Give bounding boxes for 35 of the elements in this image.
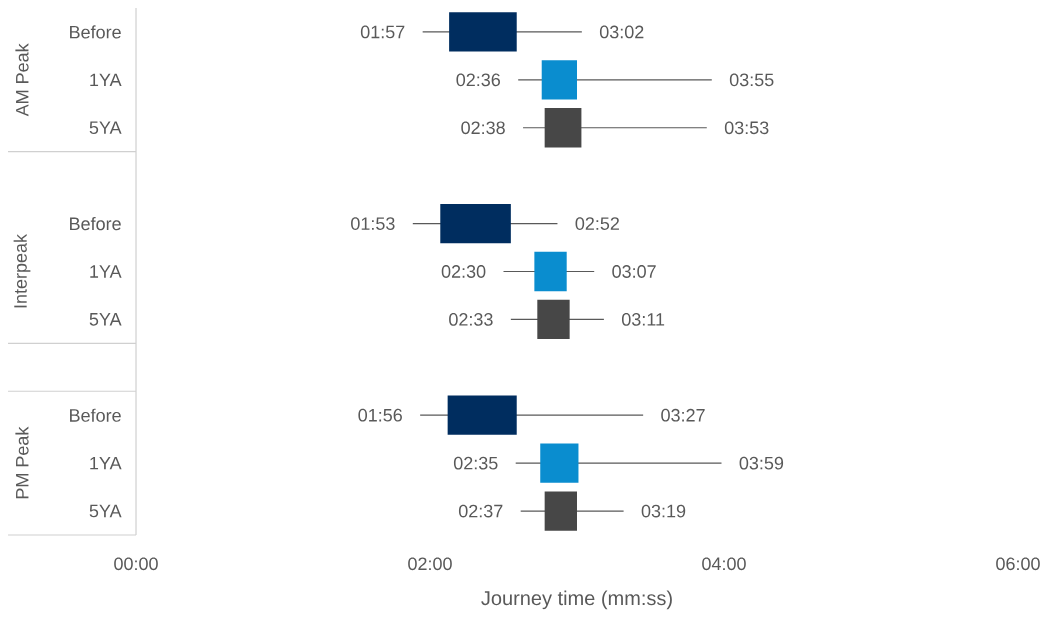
annotation: 02:35 xyxy=(453,456,498,470)
annotation: 03:59 xyxy=(739,456,784,470)
text: Interpeak xyxy=(13,233,31,308)
y-tick-label: 1YA xyxy=(90,265,122,278)
annotation: 01:57 xyxy=(360,25,405,39)
x-axis-title: Journey time (mm:ss) xyxy=(481,590,672,610)
y-tick-label: 5YA xyxy=(89,313,122,326)
annotation: 02:30 xyxy=(441,265,486,278)
annotation: 03:53 xyxy=(724,121,769,135)
x-tick-label: 02:00 xyxy=(408,557,452,571)
annotation: 03:02 xyxy=(599,25,644,39)
annotation: 03:11 xyxy=(621,313,665,326)
annotation: 02:37 xyxy=(458,504,503,518)
text: PM Peak xyxy=(15,426,29,499)
y-tick-label: 1YA xyxy=(90,73,122,87)
annotation: 02:36 xyxy=(456,73,501,87)
annotation: 03:27 xyxy=(661,408,705,422)
annotation: 02:52 xyxy=(575,217,619,230)
annotation: 01:56 xyxy=(358,408,402,422)
annotation: 03:07 xyxy=(612,265,656,278)
annotation: 02:38 xyxy=(461,121,505,135)
y-tick-label: 1YA xyxy=(90,456,122,470)
annotation: 03:55 xyxy=(729,73,774,87)
y-tick-label: Before xyxy=(70,25,121,39)
x-tick-label: 00:00 xyxy=(114,557,158,571)
annotation: 01:53 xyxy=(351,217,395,230)
x-tick-label: 04:00 xyxy=(702,557,746,571)
annotation: 02:33 xyxy=(449,313,493,326)
y-tick-label: Before xyxy=(70,408,121,422)
y-tick-label: 5YA xyxy=(89,504,122,518)
x-tick-label: 06:00 xyxy=(996,557,1040,571)
text: AM Peak xyxy=(15,43,29,117)
y-tick-label: Before xyxy=(70,216,121,231)
y-tick-label: 5YA xyxy=(89,121,122,135)
annotation: 03:19 xyxy=(641,504,686,518)
